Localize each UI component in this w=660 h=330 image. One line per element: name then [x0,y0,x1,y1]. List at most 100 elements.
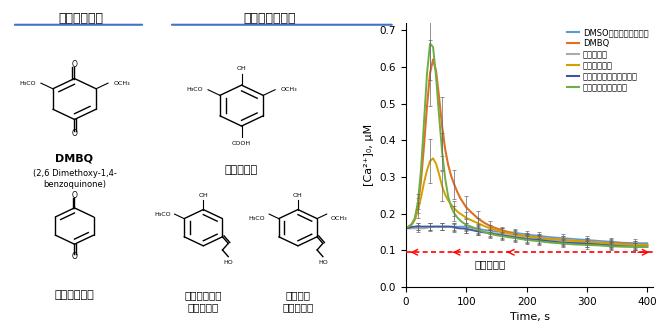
ベンゾキノン [504,231,512,235]
DMBQ [469,211,477,215]
シリング酸 [583,241,591,245]
シナピルアルコール [595,244,603,248]
シリング酸 [571,241,579,245]
Text: H₃CO: H₃CO [154,212,171,216]
シナピルアルコール [429,45,437,49]
シリング酸 [435,225,443,229]
シナピルアルコール [535,239,543,243]
ベンゾキノン [462,216,470,220]
ベンゾキノン [492,228,500,232]
DMBQ [619,242,627,246]
ベンゾキノン [595,241,603,245]
DMSO（コントロール） [453,225,461,229]
DMBQ [571,239,579,243]
シナピルアルコール [447,205,455,209]
コニフェリルアルコール [523,237,531,241]
ベンゾキノン [444,198,452,202]
ベンゾキノン [547,237,555,241]
DMBQ [504,230,512,234]
DMSO（コントロール） [475,227,482,231]
DMSO（コントロール） [405,225,413,229]
ベンゾキノン [480,224,488,228]
ベンゾキノン [535,236,543,240]
Text: ベンゾキノン: ベンゾキノン [55,290,94,300]
Text: COOH: COOH [232,141,251,146]
シリング酸 [438,225,446,229]
コニフェリルアルコール [453,226,461,230]
DMSO（コントロール） [417,225,425,229]
シリング酸 [417,226,425,230]
シナピルアルコール [492,233,500,237]
コニフェリルアルコール [595,243,603,247]
シナピルアルコール [632,245,640,249]
DMSO（コントロール） [619,241,627,245]
コニフェリルアルコール [475,230,482,234]
Text: O: O [71,60,77,69]
シナピルアルコール [607,244,615,248]
DMSO（コントロール） [492,230,500,234]
シリング酸 [469,228,477,232]
DMBQ [486,224,494,228]
Text: OH: OH [293,193,303,198]
Line: コニフェリルアルコール: コニフェリルアルコール [406,227,647,247]
DMBQ [444,163,452,167]
DMSO（コントロール） [486,229,494,233]
DMSO（コントロール） [644,241,651,245]
DMBQ [583,240,591,244]
ベンゾキノン [417,196,425,200]
シナピルアルコール [480,230,488,234]
DMBQ [511,232,519,236]
コニフェリルアルコール [408,225,416,229]
シリング酸 [450,226,458,230]
DMSO（コントロール） [429,225,437,229]
ベンゾキノン [411,217,419,221]
ベンゾキノン [456,212,464,216]
コニフェリルアルコール [447,225,455,229]
ベンゾキノン [450,206,458,210]
コニフェリルアルコール [435,225,443,229]
DMBQ [480,221,488,225]
コニフェリルアルコール [432,225,440,229]
コニフェリルアルコール [469,228,477,232]
コニフェリルアルコール [438,225,446,229]
DMSO（コントロール） [441,225,449,229]
コニフェリルアルコール [571,241,579,245]
ベンゾキノン [405,224,413,228]
DMBQ [559,238,567,242]
DMSO（コントロール） [402,226,410,230]
DMSO（コントロール） [469,226,477,230]
DMBQ [447,174,455,178]
シナピルアルコール [417,168,425,172]
シナピルアルコール [444,194,452,198]
ベンゾキノン [498,230,506,234]
コニフェリルアルコール [486,232,494,236]
DMBQ [417,179,425,183]
シナピルアルコール [459,221,467,225]
シナピルアルコール [441,176,449,180]
DMSO（コントロール） [632,241,640,245]
Text: O: O [71,252,77,261]
シナピルアルコール [559,242,567,246]
コニフェリルアルコール [632,245,640,249]
シナピルアルコール [517,237,525,241]
コニフェリルアルコール [402,226,410,230]
ベンゾキノン [559,238,567,242]
ベンゾキノン [420,181,428,184]
ベンゾキノン [441,193,449,197]
DMBQ [438,124,446,128]
シリング酸 [559,239,567,243]
DMSO（コントロール） [504,230,512,234]
シリング酸 [444,225,452,229]
シナピルアルコール [402,226,410,230]
ベンゾキノン [402,226,410,230]
DMSO（コントロール） [459,225,467,229]
DMSO（コントロール） [450,225,458,229]
シナピルアルコール [414,200,422,204]
Text: OH: OH [237,66,246,71]
DMSO（コントロール） [462,225,470,229]
ベンゾキノン [423,168,431,172]
コニフェリルアルコール [535,238,543,242]
Text: コニフェリル
アルコール: コニフェリル アルコール [185,290,222,312]
ベンゾキノン [523,234,531,238]
DMBQ [535,236,543,240]
